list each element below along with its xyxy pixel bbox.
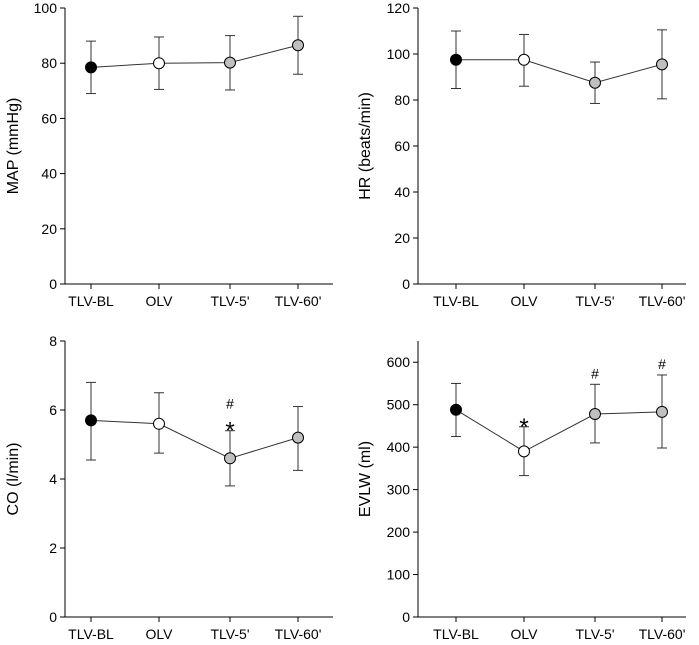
evlw-data-point <box>589 408 601 421</box>
map-x-tick-label: TLV-BL <box>68 293 114 309</box>
hr-chart-panel: HR (beats/min) 0 20 40 60 80 100 120 TLV-BL OLV T… <box>357 0 686 309</box>
hr-y-tick-label: 60 <box>394 138 410 154</box>
hr-series-line <box>456 59 663 84</box>
hr-y-tick-label: 40 <box>394 184 410 200</box>
map-data-point <box>153 57 165 70</box>
hr-data-point <box>450 53 462 66</box>
evlw-y-tick-label: 0 <box>402 609 410 625</box>
evlw-significance-hash: # <box>591 365 599 381</box>
co-chart-panel: CO (l/min) 0 2 4 6 8 TLV-BL OLV TLV-5' TLV-60' * # <box>5 333 333 642</box>
evlw-y-tick-label: 200 <box>387 524 411 540</box>
map-y-tick-label: 60 <box>41 110 57 126</box>
co-data-point <box>85 414 97 427</box>
hr-y-axis-title: HR (beats/min) <box>357 92 374 200</box>
evlw-data-point <box>518 445 530 458</box>
evlw-series-line <box>455 409 663 452</box>
co-y-tick-label: 0 <box>49 609 57 625</box>
co-x-tick-label: OLV <box>146 626 174 642</box>
co-significance-star: * <box>225 418 234 445</box>
evlw-y-tick-label: 400 <box>387 439 411 455</box>
map-x-tick-label: TLV-60' <box>275 293 322 309</box>
co-y-tick-label: 4 <box>49 471 57 487</box>
hr-y-tick-label: 120 <box>387 0 411 16</box>
evlw-y-tick-label: 600 <box>387 354 411 370</box>
hr-x-tick-label: TLV-BL <box>433 293 479 309</box>
map-data-point <box>292 39 304 52</box>
hr-x-tick-label: OLV <box>511 293 539 309</box>
map-x-tick-label: TLV-5' <box>211 293 250 309</box>
map-y-tick-label: 20 <box>41 221 57 237</box>
evlw-y-tick-label: 300 <box>387 482 411 498</box>
evlw-data-point <box>450 403 462 416</box>
co-y-tick-label: 6 <box>49 402 57 418</box>
evlw-data-point <box>656 405 668 418</box>
co-x-tick-label: TLV-BL <box>68 626 114 642</box>
hr-data-point <box>518 53 530 66</box>
hr-x-tick-label: TLV-5' <box>576 293 615 309</box>
map-x-tick-label: OLV <box>146 293 174 309</box>
map-series-line <box>90 44 299 68</box>
co-series-line <box>90 419 299 459</box>
hr-data-point <box>656 58 668 71</box>
hr-y-tick-label: 80 <box>394 92 410 108</box>
co-significance-hash: # <box>226 396 234 412</box>
map-y-tick-label: 100 <box>34 0 58 16</box>
map-chart-panel: MAP (mmHg) 0 20 40 60 80 100 TLV-BL OLV TLV-5' TL… <box>5 0 333 309</box>
hr-y-tick-label: 100 <box>387 46 411 62</box>
evlw-y-tick-label: 100 <box>387 567 411 583</box>
hr-data-point <box>589 76 601 89</box>
evlw-chart-panel: EVLW (ml) 0 100 200 300 400 500 600 TLV-BL OLV TL… <box>357 341 686 642</box>
hr-x-tick-label: TLV-60' <box>639 293 686 309</box>
co-y-axis-title: CO (l/min) <box>5 443 22 516</box>
map-y-axis-title: MAP (mmHg) <box>5 98 22 195</box>
map-data-point <box>85 61 97 74</box>
evlw-x-tick-label: TLV-BL <box>433 626 479 642</box>
evlw-y-axis-title: EVLW (ml) <box>357 441 374 517</box>
co-data-point <box>292 431 304 444</box>
evlw-x-tick-label: OLV <box>511 626 539 642</box>
hr-y-tick-label: 0 <box>402 276 410 292</box>
co-data-point <box>224 452 236 465</box>
map-y-tick-label: 0 <box>49 276 57 292</box>
co-x-tick-label: TLV-5' <box>211 626 250 642</box>
evlw-y-tick-label: 500 <box>387 397 411 413</box>
map-y-tick-label: 80 <box>41 55 57 71</box>
evlw-significance-star: * <box>519 414 528 441</box>
evlw-x-tick-label: TLV-5' <box>576 626 615 642</box>
co-y-tick-label: 8 <box>49 333 57 349</box>
map-y-tick-label: 40 <box>41 166 57 182</box>
map-data-point <box>224 56 236 69</box>
hr-y-tick-label: 20 <box>394 230 410 246</box>
co-y-tick-label: 2 <box>49 540 57 556</box>
co-x-tick-label: TLV-60' <box>275 626 322 642</box>
evlw-significance-hash: # <box>658 356 666 372</box>
co-data-point <box>153 417 165 430</box>
evlw-x-tick-label: TLV-60' <box>639 626 686 642</box>
